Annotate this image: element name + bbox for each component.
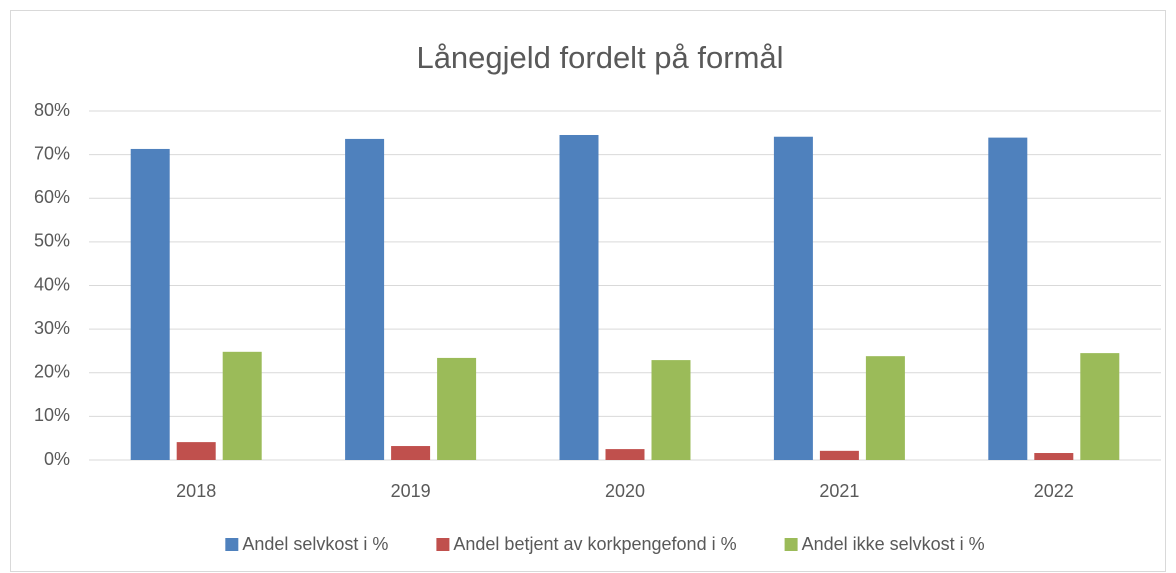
bar [988, 137, 1028, 460]
bar [176, 442, 216, 460]
bar [773, 136, 813, 460]
y-tick-label: 30% [34, 318, 70, 338]
bar [651, 360, 691, 460]
x-tick-label: 2018 [176, 481, 216, 501]
legend-label: Andel betjent av korkpengefond i % [453, 534, 736, 554]
y-tick-label: 20% [34, 362, 70, 382]
y-tick-label: 60% [34, 187, 70, 207]
bar [391, 446, 431, 460]
bar [1080, 353, 1120, 460]
bar [222, 351, 262, 460]
x-tick-label: 2019 [391, 481, 431, 501]
bar [819, 450, 859, 460]
bar [437, 357, 477, 460]
bar [1034, 453, 1074, 460]
bar [605, 449, 645, 460]
y-tick-label: 50% [34, 231, 70, 251]
legend-swatch [225, 538, 239, 551]
y-tick-label: 40% [34, 274, 70, 294]
chart-title: Lånegjeld fordelt på formål [416, 40, 783, 75]
x-tick-label: 2021 [819, 481, 859, 501]
legend-swatch [436, 538, 450, 551]
bar [130, 148, 170, 461]
bar [559, 134, 599, 460]
legend-label: Andel ikke selvkost i % [802, 534, 985, 554]
bar [345, 138, 385, 461]
legend-swatch [784, 538, 798, 551]
y-tick-label: 10% [34, 405, 70, 425]
y-tick-label: 80% [34, 100, 70, 120]
bar [865, 356, 905, 460]
x-tick-label: 2020 [605, 481, 645, 501]
legend-label: Andel selvkost i % [242, 534, 388, 554]
x-tick-label: 2022 [1034, 481, 1074, 501]
y-tick-label: 70% [34, 143, 70, 163]
y-tick-label: 0% [44, 449, 70, 469]
